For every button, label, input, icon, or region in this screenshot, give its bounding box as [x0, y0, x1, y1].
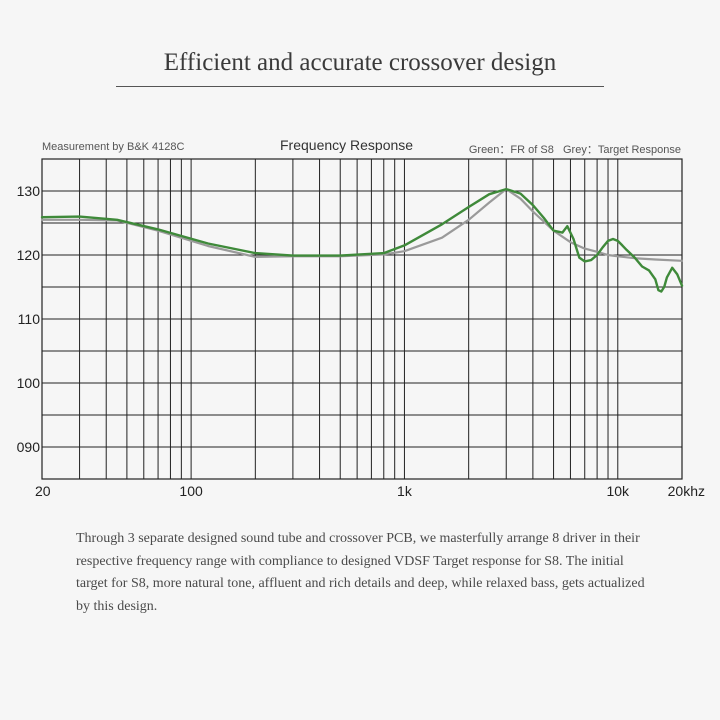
chart-series-group [40, 187, 684, 293]
y-tick-label: 090 [17, 439, 41, 455]
x-tick-label: 1k [397, 483, 413, 499]
y-tick-label: 100 [17, 375, 41, 391]
chart-grid [41, 158, 683, 480]
x-tick-label: 20 [35, 483, 51, 499]
y-tick-label: 120 [17, 247, 41, 263]
page-headline: Efficient and accurate crossover design [163, 49, 557, 76]
y-tick-label: 110 [18, 311, 41, 327]
chart-title: Frequency Response [280, 137, 414, 153]
x-tick-label: 10k [606, 483, 630, 499]
y-tick-label: 130 [17, 183, 41, 199]
series-line-fr-s8 [40, 187, 684, 293]
x-tick-label: 20khz [668, 483, 705, 499]
headline-divider [116, 86, 604, 87]
description-paragraph: Through 3 separate designed sound tube a… [76, 531, 645, 614]
measurement-note: Measurement by B&K 4128C [42, 141, 185, 153]
series-line-target-response [40, 188, 684, 262]
chart-legend: Green：FR of S8 Grey：Target Response [468, 144, 681, 156]
chart-tick-labels: 130 120 110 100 090 20 100 1k 10k 20khz [17, 183, 705, 499]
x-tick-label: 100 [179, 483, 203, 499]
